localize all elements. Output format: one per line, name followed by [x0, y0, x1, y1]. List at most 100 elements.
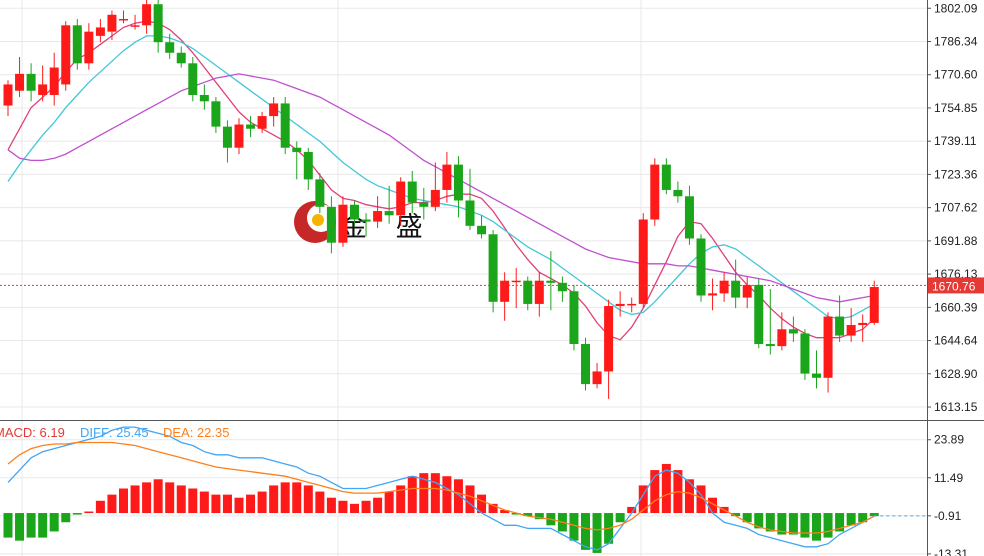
macd-bar — [442, 476, 452, 514]
candle — [419, 187, 429, 220]
macd-bar — [453, 479, 463, 514]
candle-body — [719, 280, 729, 294]
candle-body — [142, 4, 152, 26]
candle-body — [696, 238, 706, 296]
macd-bar — [95, 500, 105, 514]
candle — [661, 158, 671, 195]
candle — [696, 234, 706, 302]
macd-bar — [373, 497, 383, 514]
candle-body — [350, 204, 359, 220]
y-tick-label: 1628.90 — [934, 367, 978, 381]
candle-body — [61, 25, 71, 85]
candle — [765, 289, 775, 355]
candle — [500, 272, 510, 321]
candle-body — [581, 344, 590, 385]
dea-value-label: DEA: 22.35 — [163, 425, 230, 440]
candle-body — [199, 94, 209, 102]
y-tick-label: 1660.39 — [934, 300, 978, 314]
candle — [119, 10, 128, 24]
macd-bar — [419, 473, 429, 514]
candle — [534, 272, 544, 317]
macd-bar — [500, 509, 510, 514]
candle — [84, 23, 94, 70]
candle — [269, 97, 279, 127]
macd-bar — [38, 513, 48, 538]
macd-bar — [777, 513, 787, 535]
candle-body — [638, 219, 648, 304]
candle-body — [303, 151, 313, 180]
candle — [812, 350, 821, 389]
candle-body — [3, 84, 13, 106]
candle-body — [673, 189, 683, 197]
macd-bar — [303, 485, 313, 514]
candle — [604, 299, 614, 399]
y-tick-label: 1739.11 — [934, 134, 977, 148]
candle — [453, 156, 463, 218]
candle — [15, 56, 25, 98]
candle — [650, 158, 660, 226]
candle-body — [95, 27, 105, 36]
candle-body — [823, 316, 833, 378]
candle — [684, 185, 694, 245]
candle-body — [453, 164, 463, 201]
candle — [546, 251, 556, 311]
candle — [350, 200, 359, 226]
candle-body — [269, 103, 279, 117]
candle-body — [661, 164, 671, 190]
candle-body — [511, 280, 521, 283]
macd-tick-label: 23.89 — [934, 433, 964, 447]
diff-value-label: DIFF: 25.45 — [80, 425, 149, 440]
macd-bar — [234, 497, 244, 514]
candle-body — [523, 280, 533, 304]
candle — [581, 337, 590, 391]
candle-body — [176, 52, 186, 64]
macd-bar — [858, 513, 868, 523]
candle — [800, 329, 810, 380]
candle — [557, 276, 567, 302]
macd-bar — [846, 513, 856, 526]
candle — [488, 230, 498, 313]
macd-bar — [199, 491, 209, 514]
candle — [234, 118, 244, 155]
candle — [788, 316, 798, 342]
candle — [292, 141, 302, 180]
candles — [0, 0, 927, 399]
candle-body — [407, 181, 417, 203]
candle — [731, 259, 741, 309]
candle-body — [280, 103, 290, 148]
candle — [211, 97, 221, 133]
y-tick-label: 1754.85 — [934, 101, 978, 115]
macd-bar — [142, 482, 152, 514]
candle — [315, 173, 325, 214]
candle — [176, 46, 186, 68]
ma-mid-line — [7, 35, 875, 320]
candle — [165, 33, 175, 60]
candle — [303, 147, 313, 190]
candle-body — [338, 204, 348, 243]
candle-body — [708, 293, 718, 296]
macd-bar — [754, 513, 764, 529]
macd-bar — [326, 497, 336, 514]
candle-body — [234, 124, 244, 148]
candle — [477, 215, 487, 239]
candle-body — [222, 126, 232, 148]
y-tick-label: 1786.34 — [934, 34, 978, 48]
macd-bar — [165, 482, 175, 514]
macd-bar — [569, 513, 579, 541]
candle — [442, 151, 452, 203]
macd-bar — [61, 513, 71, 523]
candle — [615, 291, 625, 317]
candle-body — [430, 189, 440, 207]
macd-bar — [638, 485, 648, 514]
candle — [835, 295, 845, 342]
candle — [396, 177, 406, 226]
macd-bar — [592, 513, 602, 553]
candle-body — [731, 280, 741, 298]
macd-bar — [84, 511, 94, 514]
candle-body — [777, 329, 787, 347]
candle — [869, 280, 879, 326]
candle-body — [38, 84, 48, 95]
candle-body — [835, 316, 845, 336]
